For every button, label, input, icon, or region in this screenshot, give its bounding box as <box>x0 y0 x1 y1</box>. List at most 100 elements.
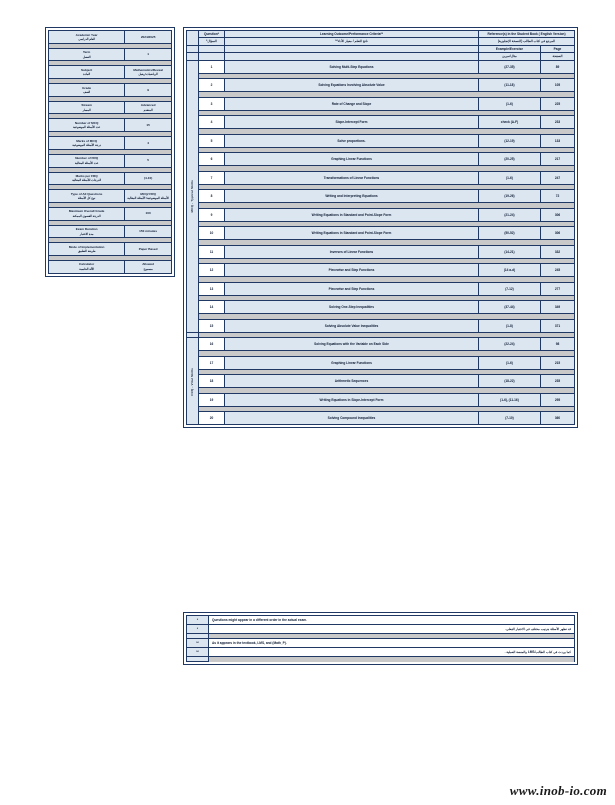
learning-outcome-cell: Solving Multi-Step Equations <box>224 59 479 74</box>
info-label-ar: المادة <box>83 72 91 77</box>
page-number-cell: 217 <box>539 152 576 167</box>
footnote-row-en: ** As it appears in the textbook, LMS, an… <box>186 638 575 648</box>
footnote-spacer-row <box>186 656 575 662</box>
blueprint-row-spacer <box>187 387 575 394</box>
info-row: Marks of MCQ درجة الأسئلة الموضوعية 4 <box>47 136 172 150</box>
page-number-cell: 215 <box>539 355 576 370</box>
page-number-cell: 98 <box>539 337 576 352</box>
info-row-value: (4-10) <box>124 171 172 186</box>
header-row-primary: Question* Learning Outcome/Performance C… <box>186 29 576 46</box>
info-row-label: Number of FRQ عدد الأسئلة المقالية <box>47 153 126 168</box>
info-spacer-cell <box>48 184 172 190</box>
question-number-cell: 5 <box>198 133 225 148</box>
blueprint-row-spacer <box>187 147 575 153</box>
question-number-cell: 17 <box>198 355 225 370</box>
info-row-value: 4 <box>124 136 172 150</box>
example-exercise-cell: (14 a-d) <box>477 263 541 278</box>
header-section-spacer <box>186 30 199 46</box>
page-number-cell: 306 <box>539 226 576 241</box>
example-exercise-cell: (19-26) <box>477 189 541 204</box>
info-value-en: 1 <box>147 52 149 57</box>
header-question-en: Question* <box>198 29 225 39</box>
blueprint-spacer-cell <box>198 387 575 394</box>
info-value-ar: الأسئلة الموضوعية/ الأسئلة المقالية <box>127 196 169 201</box>
info-value-en: 2024/2025 <box>140 34 156 39</box>
info-row: Marks per FRQ الدرجات للأسئلة المقالية (4-… <box>47 171 172 186</box>
info-spacer-cell <box>48 167 172 172</box>
info-value-en: Allowed <box>142 262 155 267</box>
blueprint-row-spacer <box>187 350 575 357</box>
info-value-en: 5 <box>147 158 149 163</box>
blueprint-row-spacer <box>187 165 575 172</box>
footnote-text-en: Questions might appear in a different or… <box>208 615 575 625</box>
info-label-ar: المسار <box>82 107 91 112</box>
learning-outcome-cell: Transformations of Linear Functions <box>224 170 479 185</box>
blueprint-row-spacer <box>187 369 575 375</box>
blueprint-row-spacer <box>187 73 575 79</box>
site-watermark: www.inob-io.com <box>509 783 607 798</box>
learning-outcome-cell: Arithmetic Sequences <box>224 374 479 389</box>
blueprint-row: 13 Piecewise and Step Functions (7-12) 277 <box>187 281 576 296</box>
blueprint-spacer-cell <box>198 73 575 79</box>
blueprint-table-body: MCQ - Typical Skills 1 Solving Multi-Step … <box>186 59 576 426</box>
info-label-en: Calculator <box>79 262 95 267</box>
question-number-cell: 8 <box>198 189 225 204</box>
learning-outcome-cell: Solving Absolute Value Inequalities <box>224 318 479 333</box>
example-exercise-cell: (37-44) <box>477 300 541 315</box>
section-label-text: MCQ - Typical Skills <box>190 180 195 213</box>
page-number-cell: 371 <box>539 318 576 333</box>
info-row-value: 150 minutes <box>124 224 172 239</box>
info-label-en: Exam Duration <box>75 227 98 232</box>
info-row-spacer <box>48 255 172 261</box>
header-outcome-sub <box>224 44 479 54</box>
info-row-label: Subject المادة <box>47 65 126 80</box>
example-exercise-cell: (22-24) <box>477 337 541 352</box>
learning-outcome-cell: Piecewise and Step Functions <box>224 263 479 278</box>
blueprint-row: 8 Writing and Interpreting Equations (19-2… <box>187 189 576 204</box>
blueprint-row-spacer <box>187 239 575 246</box>
info-row: Mode of Implementation طريقة التطبيق Paper… <box>47 242 172 256</box>
blueprint-spacer-cell <box>198 202 575 209</box>
info-label-en: Academic Year <box>75 32 98 37</box>
section-label-text: FRQ - Vital Skills <box>190 367 195 396</box>
info-label-ar: عدد الأسئلة الموضوعية <box>72 125 101 130</box>
page-number-cell: 72 <box>539 189 576 204</box>
info-row-spacer <box>48 113 172 119</box>
blueprint-row-spacer <box>187 202 575 209</box>
blueprint-row: 6 Graphing Linear Functions (20-25) 217 <box>187 152 576 167</box>
learning-outcome-cell: Writing Equations in Standard and Point-… <box>224 226 479 241</box>
blueprint-row-spacer <box>187 258 575 264</box>
example-exercise-cell: (1-6) <box>477 355 541 370</box>
info-row-value: 15 <box>124 118 172 133</box>
info-spacer-cell <box>48 78 172 84</box>
blueprint-spacer-cell <box>198 369 575 375</box>
header-page-en: Page <box>539 44 576 54</box>
info-row: Stream المسار Advanced المتقدم <box>47 100 172 115</box>
example-exercise-cell: (1-6), (11-16) <box>477 392 541 407</box>
info-label-ar: درجة الأسئلة الموضوعية <box>72 143 102 148</box>
example-exercise-cell: (14-21) <box>477 244 541 259</box>
info-row-spacer <box>48 96 172 102</box>
question-number-cell: 6 <box>198 152 225 167</box>
info-row: Calculator الآلة الحاسبة Allowed مسموح <box>47 259 172 274</box>
info-label-en: Marks of MCQ <box>76 138 98 143</box>
blueprint-row: 12 Piecewise and Step Functions (14 a-d) 24… <box>187 263 576 278</box>
question-number-cell: 12 <box>198 263 225 278</box>
blueprint-row: MCQ - Typical Skills 1 Solving Multi-Step … <box>186 59 576 333</box>
info-row-label: Calculator الآلة الحاسبة <box>47 259 126 274</box>
page-number-cell: 225 <box>539 96 576 111</box>
blueprint-spacer-cell <box>198 110 575 116</box>
info-row-value: 9 <box>124 83 172 97</box>
info-label-en: Term <box>82 50 91 55</box>
blueprint-row: 3 Rate of Change and Slope (1-6) 225 <box>187 96 576 111</box>
question-number-cell: 3 <box>198 96 225 111</box>
blueprint-row-spacer <box>187 91 575 98</box>
page-number-cell: 89 <box>539 59 576 74</box>
info-label-ar: نوع كل الأسئلة <box>77 196 96 201</box>
info-value-en: Paper Based <box>138 246 158 251</box>
blueprint-spacer-cell <box>198 258 575 264</box>
blueprint-spacer-cell <box>198 128 575 135</box>
info-label-en: Subject <box>81 67 93 72</box>
info-row-value: Mathematics/Reveal الرياضيات/ريفيل <box>124 65 172 80</box>
blueprint-row-spacer <box>187 406 575 412</box>
